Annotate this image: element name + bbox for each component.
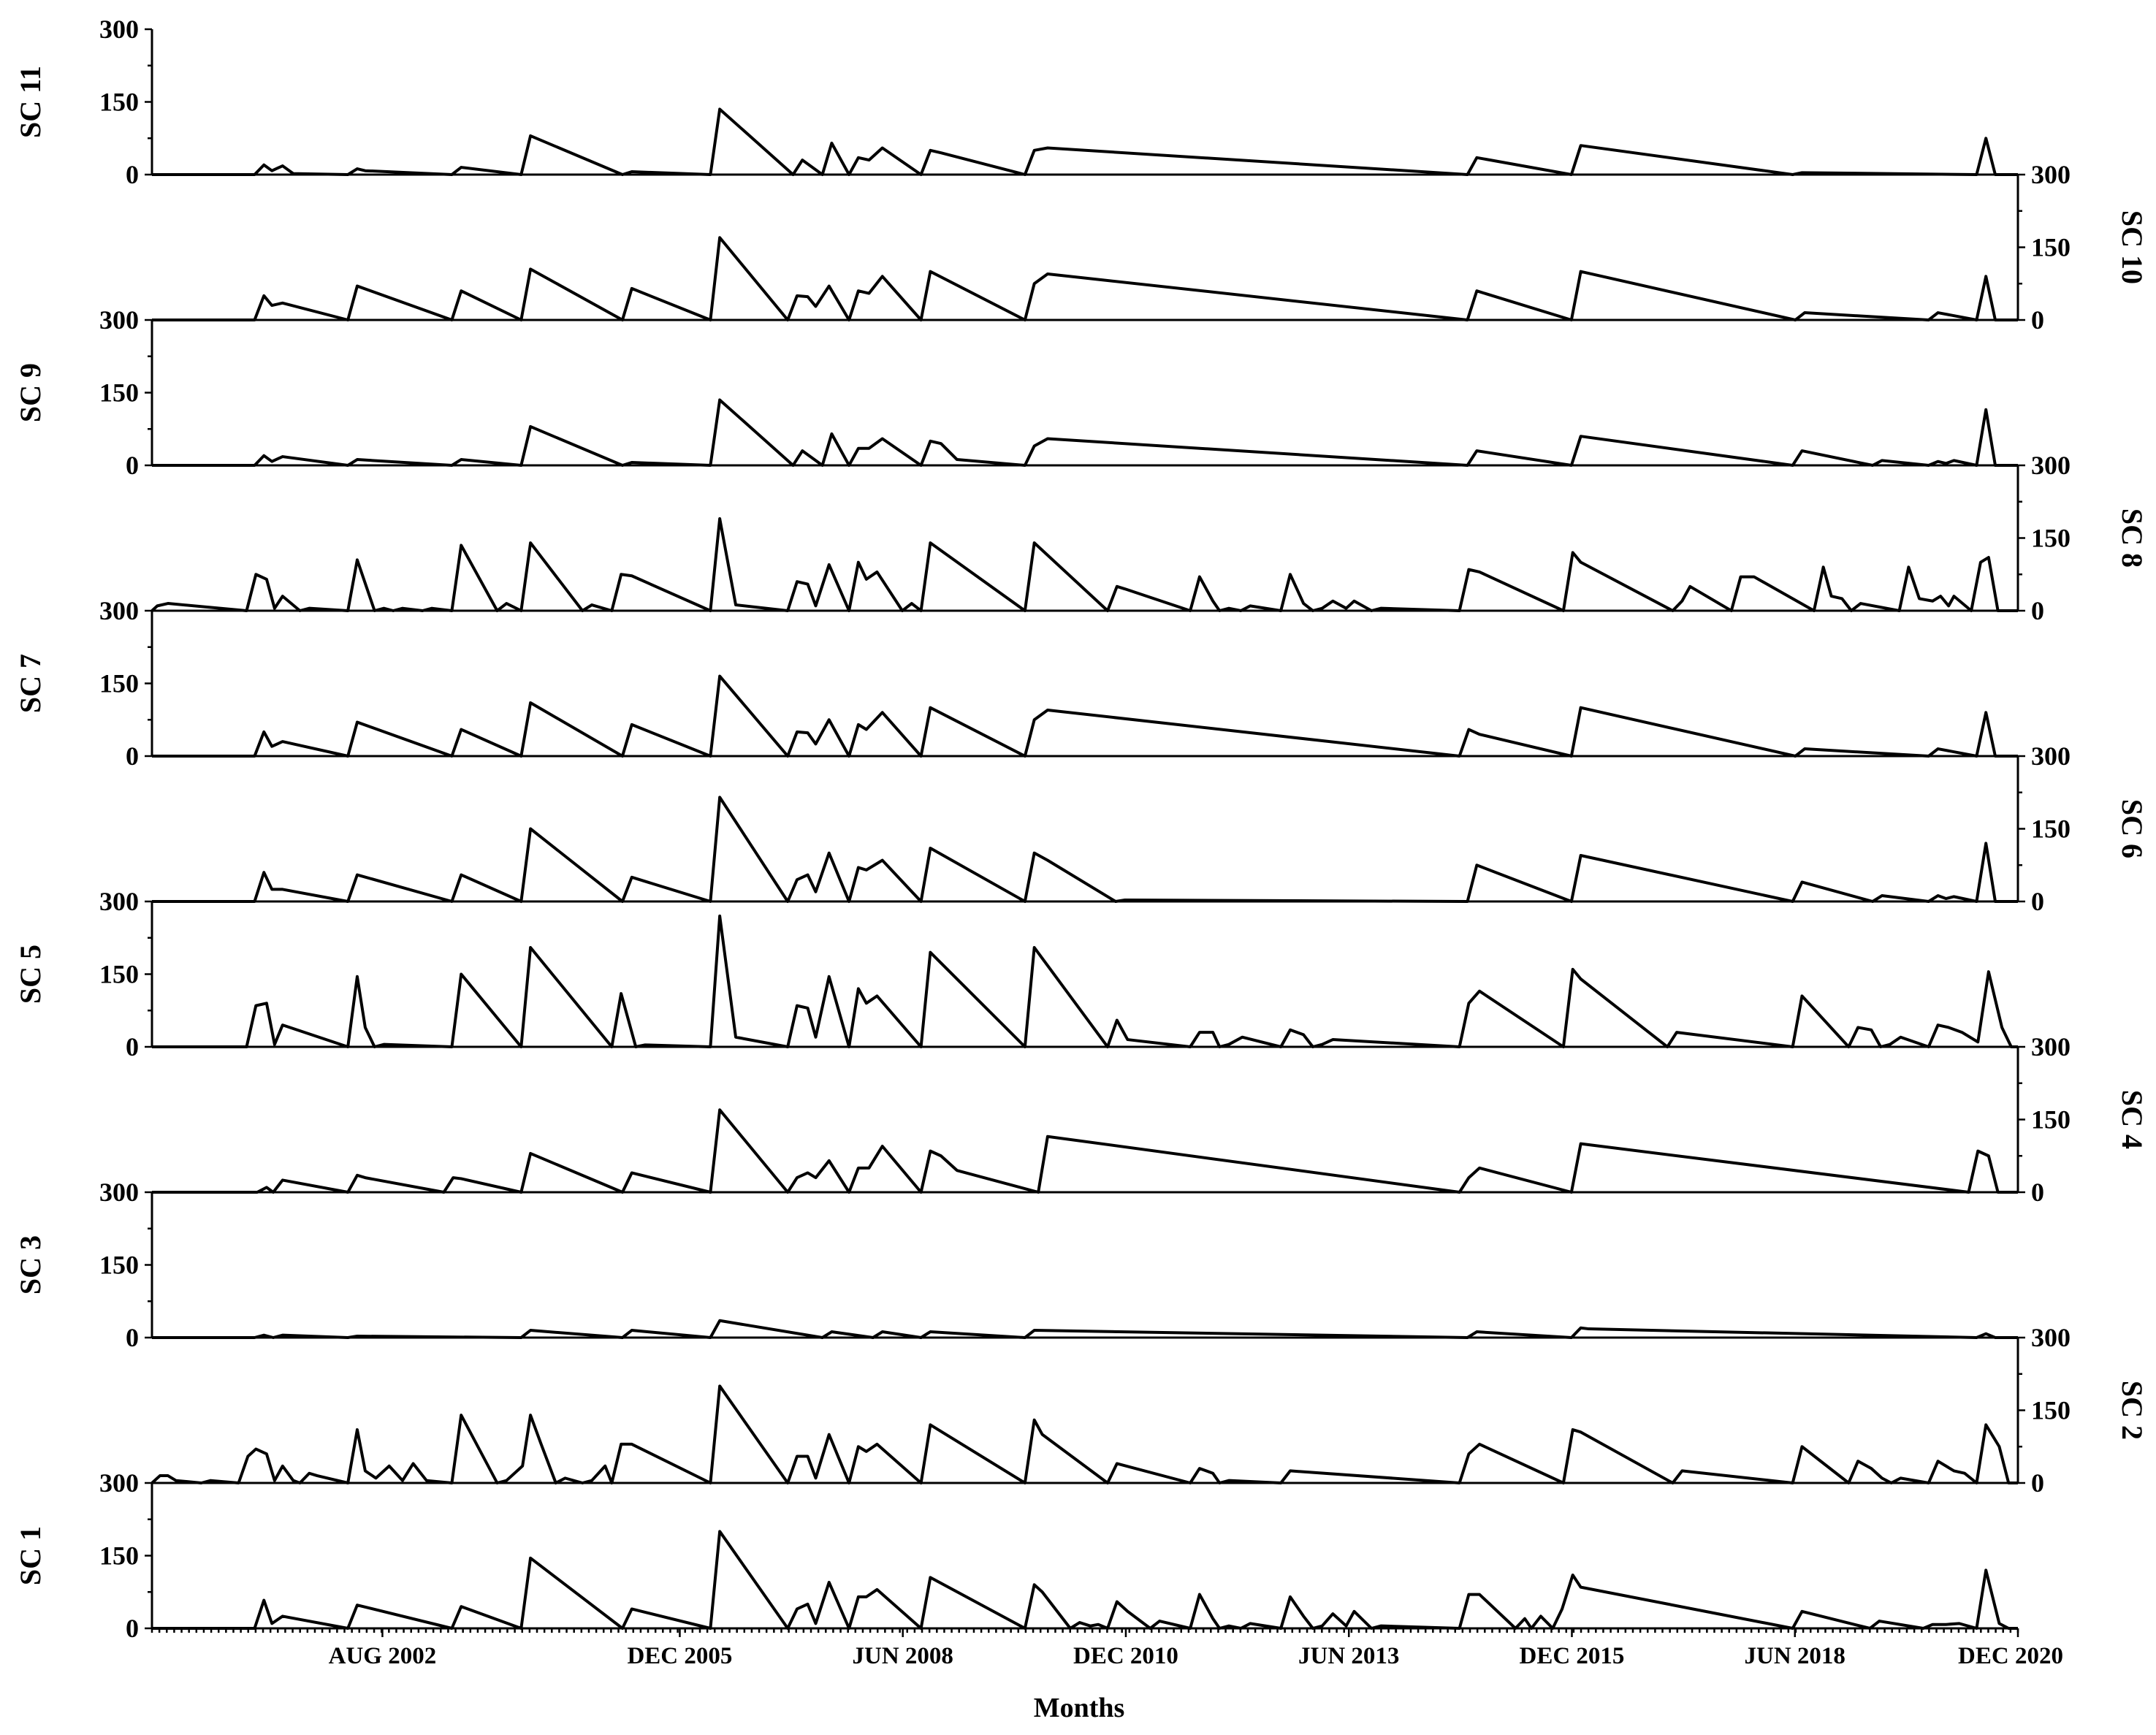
y-tick-label: 150	[2031, 815, 2071, 844]
series-line	[152, 1530, 2018, 1630]
y-tick-label: 150	[2031, 524, 2071, 553]
y-tick-label: 0	[126, 1614, 139, 1643]
x-tick-label: DEC 2015	[1520, 1643, 1625, 1669]
y-tick-label: 0	[126, 160, 139, 189]
y-tick-label: 300	[99, 305, 139, 335]
y-tick-label: 150	[2031, 1396, 2071, 1425]
y-tick-label: 0	[2031, 305, 2044, 335]
series-line	[152, 236, 2018, 321]
series-line	[152, 398, 2018, 467]
panel-label: SC 10	[2116, 210, 2149, 284]
panel-sc-8: 0 150 300 SC 8	[151, 451, 2149, 625]
x-axis: AUG 2002 DEC 2005 JUN 2008 DEC 2010 JUN 2013…	[151, 1628, 2063, 1669]
y-tick-label: 0	[2031, 887, 2044, 916]
panel-sc-1: 0 150 300 SC 1	[14, 1468, 2018, 1643]
series-line	[152, 1108, 2018, 1194]
y-tick-label: 300	[99, 887, 139, 916]
x-tick-label: DEC 2010	[1073, 1643, 1178, 1669]
panel-label: SC 3	[14, 1235, 47, 1294]
y-tick-label: 150	[99, 88, 139, 117]
y-tick-label: 300	[2031, 1323, 2071, 1352]
series-line	[152, 796, 2018, 903]
panel-sc-6: 0 150 300 SC 6	[152, 741, 2149, 916]
panel-label: SC 9	[14, 363, 47, 422]
panel-sc-10: 0 150 300 SC 10	[152, 160, 2149, 335]
x-tick-label: DEC 2005	[627, 1643, 732, 1669]
y-tick-label: 0	[126, 451, 139, 480]
series-line	[152, 1319, 2018, 1339]
panel-label: SC 4	[2116, 1090, 2149, 1149]
panel-label: SC 2	[2116, 1381, 2149, 1440]
y-tick-label: 300	[99, 1468, 139, 1498]
panel-label: SC 1	[14, 1526, 47, 1585]
y-tick-label: 150	[2031, 233, 2071, 262]
x-tick-label: AUG 2002	[329, 1643, 437, 1669]
y-tick-label: 0	[126, 741, 139, 771]
panel-sc-4: 0 150 300 SC 4	[152, 1032, 2149, 1207]
y-tick-label: 300	[2031, 160, 2071, 189]
panel-label: SC 11	[14, 66, 47, 138]
panel-label: SC 8	[2116, 508, 2149, 568]
y-tick-label: 300	[2031, 741, 2071, 771]
panel-label: SC 6	[2116, 799, 2149, 858]
y-tick-label: 300	[99, 1178, 139, 1207]
y-tick-label: 0	[126, 1032, 139, 1061]
x-tick-label: JUN 2013	[1298, 1643, 1399, 1669]
panel-sc-3: 0 150 300 SC 3	[14, 1178, 2018, 1352]
panel-sc-2: 0 150 300 SC 2	[151, 1323, 2149, 1498]
x-tick-label: DEC 2020	[1958, 1643, 2063, 1669]
y-tick-label: 150	[99, 1251, 139, 1280]
y-tick-label: 150	[99, 378, 139, 408]
y-tick-label: 300	[2031, 1032, 2071, 1061]
x-tick-label: JUN 2018	[1745, 1643, 1845, 1669]
panel-sc-9: 0 150 300 SC 9	[14, 305, 2018, 480]
panel-label: SC 7	[14, 654, 47, 713]
x-axis-title: Months	[1034, 1693, 1125, 1723]
x-tick-label: JUN 2008	[852, 1643, 953, 1669]
y-tick-label: 300	[99, 15, 139, 44]
panel-sc-7: 0 150 300 SC 7	[14, 596, 2018, 771]
panel-sc-11: 0 150 300 SC 11	[14, 15, 2018, 189]
y-tick-label: 150	[99, 1541, 139, 1571]
y-tick-label: 150	[2031, 1105, 2071, 1135]
series-line	[152, 107, 2018, 176]
y-tick-label: 300	[2031, 451, 2071, 480]
y-tick-label: 0	[2031, 1468, 2044, 1498]
panel-sc-5: 0 150 300 SC 5	[14, 887, 2018, 1061]
series-line	[152, 674, 2018, 758]
y-tick-label: 150	[99, 669, 139, 698]
y-tick-label: 300	[99, 596, 139, 625]
series-line	[151, 516, 2018, 612]
y-tick-label: 0	[2031, 1178, 2044, 1207]
y-tick-label: 0	[2031, 596, 2044, 625]
y-tick-label: 150	[99, 960, 139, 989]
series-line	[152, 914, 2018, 1048]
panel-label: SC 5	[14, 945, 47, 1004]
series-line	[151, 1384, 2018, 1484]
y-tick-label: 0	[126, 1323, 139, 1352]
